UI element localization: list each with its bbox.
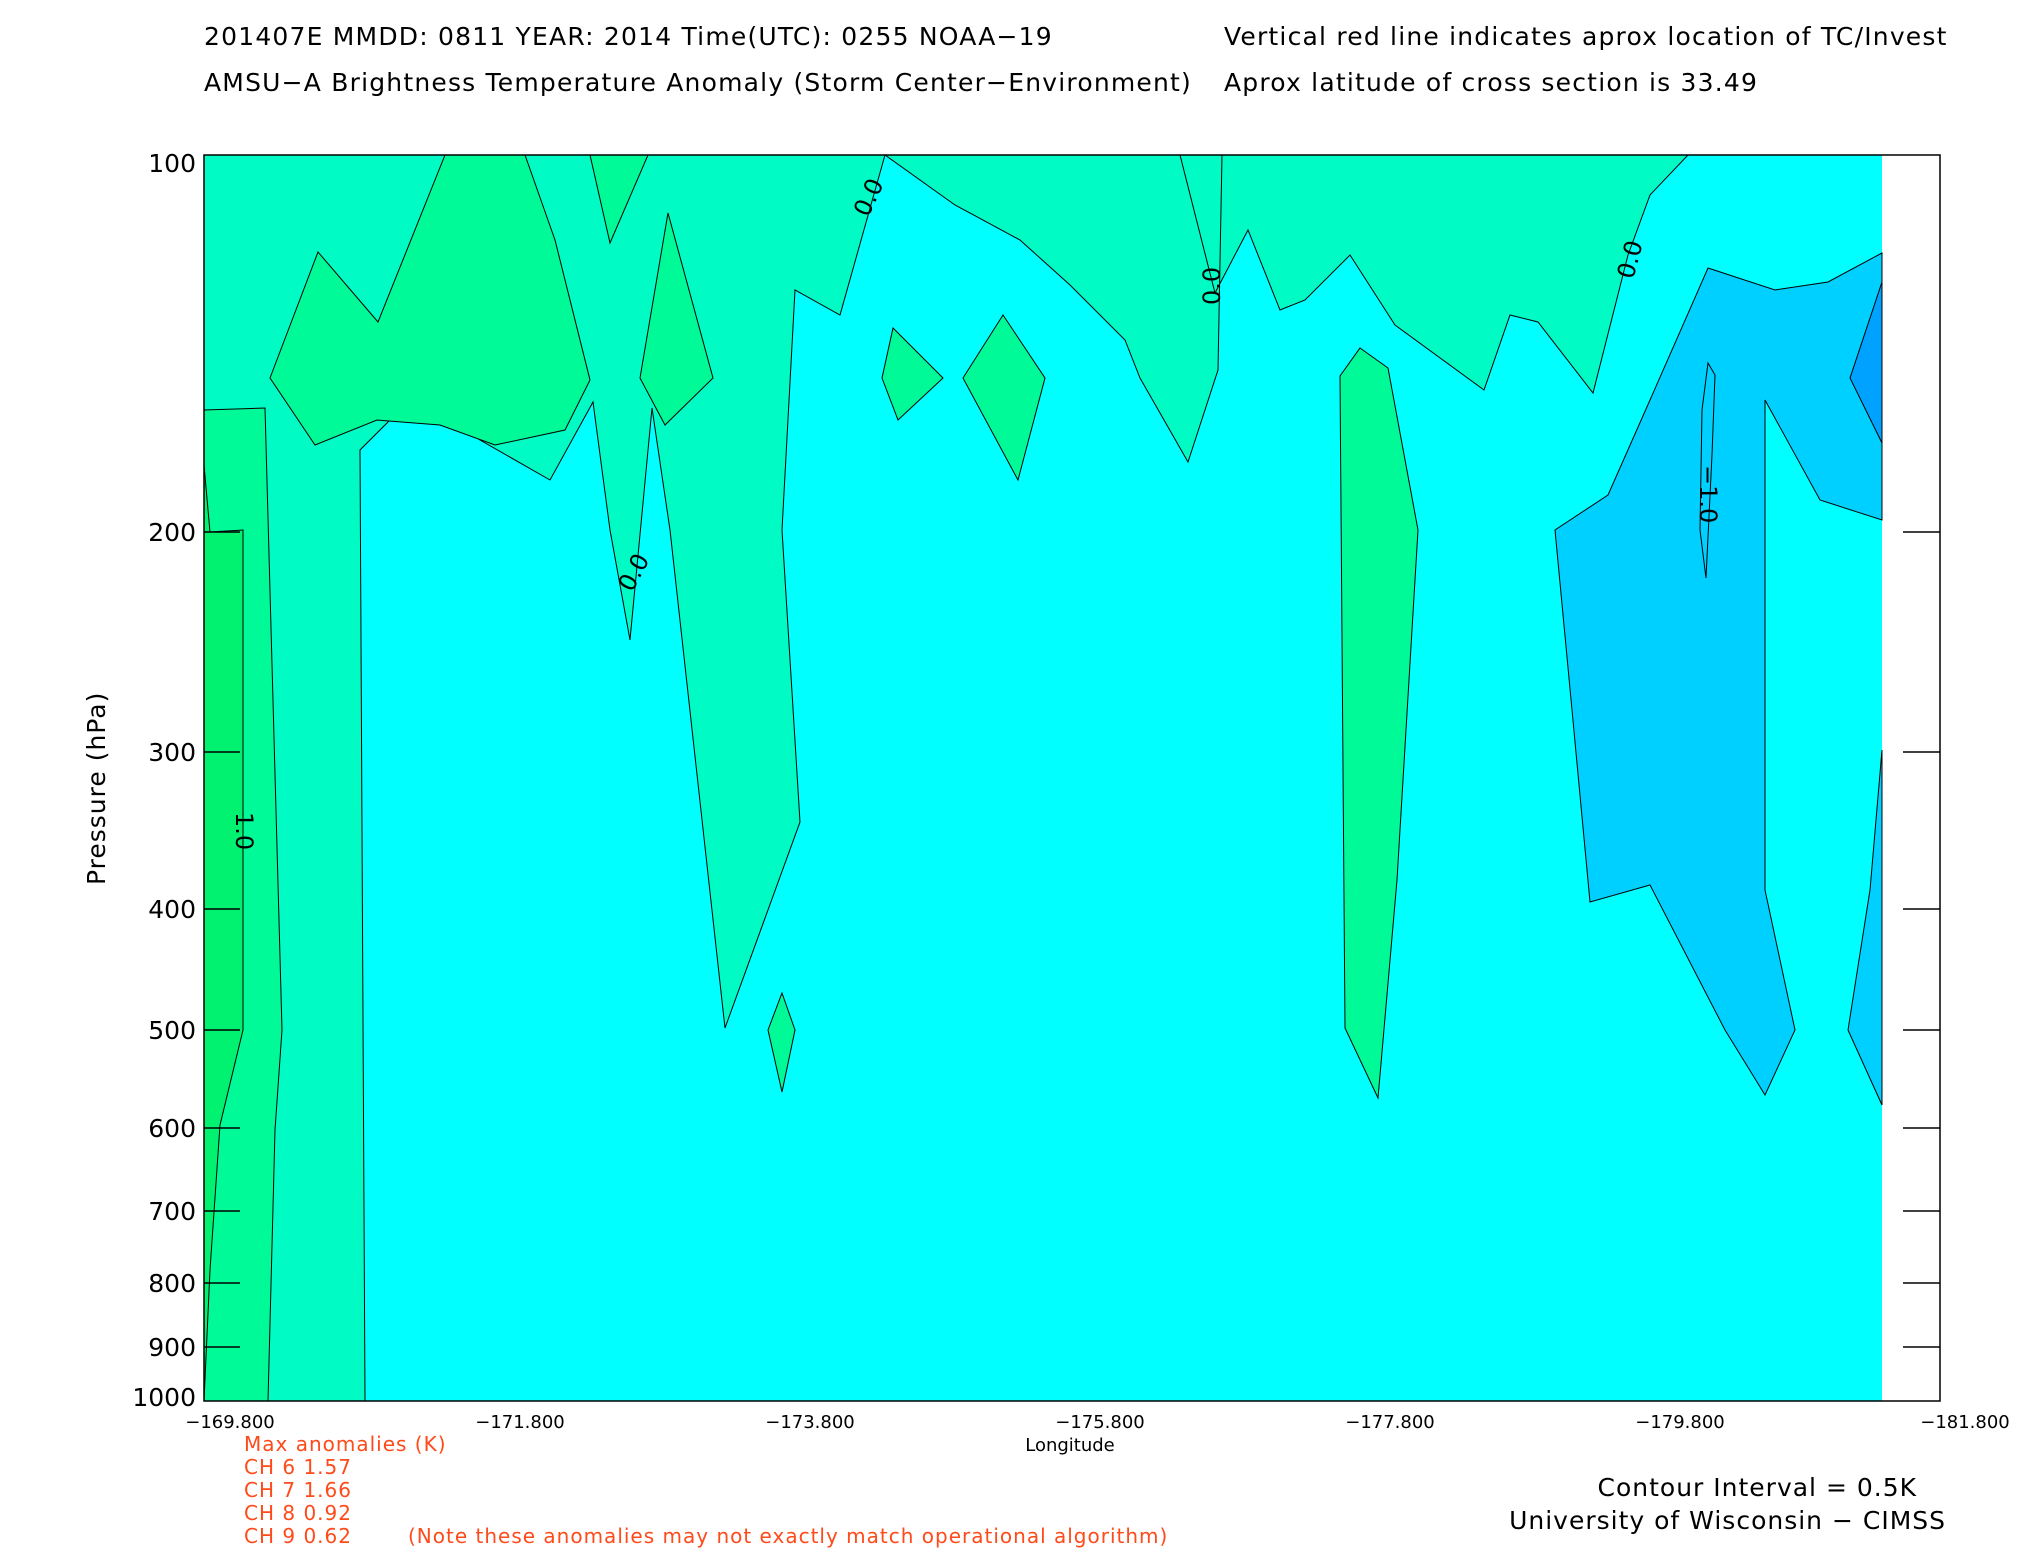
y-tick-label: 500 [148, 1016, 196, 1045]
anomaly-row: CH 7 1.66 [244, 1478, 352, 1502]
field-anom-neg-1-0-right [1847, 749, 1883, 1106]
anomalies-note: (Note these anomalies may not exactly ma… [408, 1524, 1169, 1548]
y-axis-title: Pressure (hPa) [82, 691, 111, 885]
x-tick-label: −179.800 [1635, 1412, 1725, 1433]
anomaly-row: CH 8 0.92 [244, 1501, 352, 1525]
field-anom-neg-1-5 [1849, 281, 1883, 444]
field-anom-pos-0-5-h [767, 991, 796, 1093]
x-tick-label: −171.800 [475, 1412, 565, 1433]
x-tick-label: −181.800 [1920, 1412, 2010, 1433]
header-line2-left: AMSU−A Brightness Temperature Anomaly (S… [204, 68, 1192, 97]
field-anom-pos-0-5-f [962, 314, 1046, 482]
y-tick-label: 400 [148, 895, 196, 924]
y-tick-label: 600 [148, 1114, 196, 1143]
y-tick-label: 700 [148, 1197, 196, 1226]
contour-interval-note: Contour Interval = 0.5K [1597, 1473, 1917, 1502]
y-tick-label: 800 [148, 1269, 196, 1298]
contour-label-neg-1-0: −1.0 [1694, 465, 1722, 523]
header-line1-left: 201407E MMDD: 0811 YEAR: 2014 Time(UTC):… [204, 22, 1053, 51]
y-tick-label: 900 [148, 1333, 196, 1362]
field-anom-neg-1-0 [1554, 252, 1883, 1097]
credit-line: University of Wisconsin − CIMSS [1509, 1506, 1946, 1535]
field-anom-pos-0-5-d [639, 212, 714, 426]
y-tick-label: 300 [148, 738, 196, 767]
y-tick-label: 1000 [132, 1383, 196, 1412]
field-anom-pos-0-5-e [881, 327, 944, 421]
y-tick-label: 200 [148, 518, 196, 547]
y-tick-label: 100 [148, 149, 196, 178]
contour-label-0-0-b: 0.0 [1198, 267, 1226, 305]
header-line2-right: Aprox latitude of cross section is 33.49 [1224, 68, 1759, 97]
y-ticks-left [204, 531, 240, 1348]
x-tick-label: −175.800 [1055, 1412, 1145, 1433]
x-tick-label: −177.800 [1345, 1412, 1435, 1433]
field-anom-pos-0-5-b [269, 154, 591, 446]
anomalies-title: Max anomalies (K) [244, 1432, 447, 1456]
field-anom-pos-0-5-g [1339, 347, 1419, 1100]
contour-label-1-0: 1.0 [230, 812, 258, 850]
field-anom-neg-1-0-spike [1699, 361, 1716, 579]
anomaly-row: CH 6 1.57 [244, 1455, 352, 1479]
x-axis-title: Longitude [1025, 1435, 1115, 1456]
header-line1-right: Vertical red line indicates aprox locati… [1224, 22, 1948, 51]
x-tick-label: −169.800 [185, 1412, 275, 1433]
x-tick-label: −173.800 [765, 1412, 855, 1433]
y-ticks-right [1903, 531, 1940, 1348]
plot-frame [203, 154, 1941, 1402]
anomaly-row: CH 9 0.62 [244, 1524, 352, 1548]
field-anom-0-0-left [203, 154, 1882, 1402]
no-data-strip [1882, 155, 1940, 1401]
